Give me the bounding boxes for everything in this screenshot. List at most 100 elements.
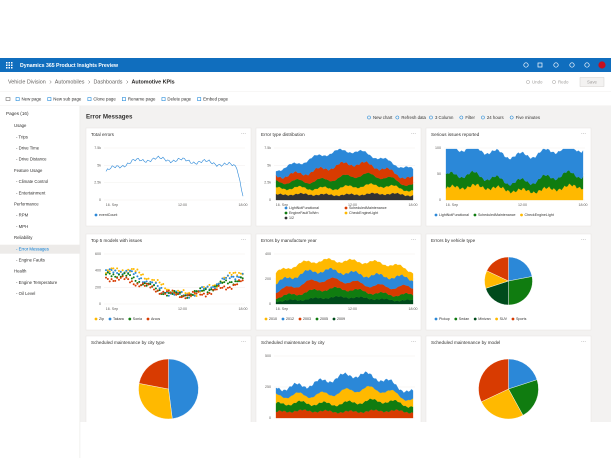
chart-card[interactable]: Scheduled maintenance by city type ⋯ [85, 335, 252, 429]
legend-item[interactable]: CheckEngineLight [349, 211, 378, 215]
nav-item[interactable]: Feature Usage [14, 168, 43, 173]
tool-button[interactable]: Refresh data [401, 115, 426, 120]
scatter-dot [199, 293, 202, 296]
legend-item[interactable]: LightNotFunctional [289, 206, 319, 210]
breadcrumb-item[interactable]: Automotive KPIs [132, 79, 175, 85]
scatter-dot [145, 280, 148, 283]
top-icons[interactable] [523, 62, 590, 68]
chart-card[interactable]: Errors by vehicle type ⋯ Pickup Sedan Miniva… [425, 233, 592, 331]
nav-item[interactable]: - Entertainment [16, 190, 46, 195]
legend-item[interactable]: Sedan [459, 317, 469, 321]
tool-button[interactable]: Five minutes [516, 115, 540, 120]
nav-item[interactable]: - Climate Control [16, 179, 48, 184]
chart-card[interactable]: Serious issues reported ⋯ 100 50 0 16. Sep 12:… [425, 127, 592, 227]
nav-item[interactable]: - RPM [16, 213, 29, 218]
legend-item[interactable]: 1/2 [289, 216, 294, 220]
legend-item[interactable]: 2009 [337, 317, 345, 321]
breadcrumb-item[interactable]: Vehicle Division [8, 79, 46, 85]
nav-item[interactable]: - Drive Distance [16, 157, 47, 162]
command[interactable]: New page [22, 96, 42, 101]
legend-item[interactable]: 2010 [269, 317, 277, 321]
command[interactable]: Embed page [203, 96, 228, 101]
legend-item[interactable]: 2005 [320, 317, 328, 321]
avatar[interactable] [598, 61, 606, 69]
nav-item[interactable]: Health [14, 269, 27, 274]
command[interactable]: Rename page [128, 96, 156, 101]
legend-item[interactable]: LightNotFunctional [439, 213, 469, 217]
redo-button[interactable]: Redo [558, 79, 569, 84]
nav-item[interactable]: - Oil Level [16, 291, 35, 296]
scatter-dot [134, 271, 137, 274]
scatter-dot [204, 288, 207, 291]
legend-item[interactable]: Takara [113, 317, 124, 321]
scatter-dot [132, 276, 135, 279]
legend-item[interactable]: Zip [99, 317, 104, 321]
command-icon [122, 97, 126, 101]
nav-pane [0, 106, 80, 458]
tool-button[interactable]: 24 hours [487, 115, 504, 120]
chart-card[interactable]: Error type distribution ⋯ 7.5k 5k 2.5k 0 16. S… [255, 127, 422, 227]
nav-item[interactable]: - Engine Temperature [16, 280, 58, 285]
tool-button[interactable]: 3 Column [435, 115, 454, 120]
chart-card[interactable]: Errors by manufacture year ⋯ 400 200 0 16. Se… [255, 233, 422, 331]
legend-item[interactable]: CheckEngineLight [525, 213, 554, 217]
tool-icon [509, 115, 514, 120]
chart-card[interactable]: Top 5 models with issues ⋯ 600 400 200 0 16. S… [85, 233, 252, 331]
nav-item[interactable]: - Engine Faults [16, 258, 45, 263]
nav-item[interactable]: Usage [14, 123, 27, 128]
nav-item[interactable]: - Trips [16, 134, 28, 139]
scatter-dot [212, 288, 215, 291]
tool-button[interactable]: Filter [465, 115, 475, 120]
scatter-dot [228, 277, 231, 280]
y-tick-label: 5k [267, 163, 271, 167]
legend-item[interactable]: Pickup [439, 317, 450, 321]
legend-item[interactable]: EngineFaultToWrn [289, 211, 319, 215]
legend-swatch [284, 216, 288, 220]
tool-button[interactable]: New chart [373, 115, 393, 120]
save-box[interactable] [579, 77, 605, 87]
legend-item[interactable]: Arcos [151, 317, 160, 321]
scatter-dot [210, 286, 213, 289]
scatter-dot [225, 279, 228, 282]
nav-item[interactable]: - MPH [16, 224, 28, 229]
legend-item[interactable]: eventCount [99, 213, 117, 217]
legend-swatch [284, 211, 288, 215]
nav-item[interactable]: - Drive Time [16, 146, 40, 151]
scatter-dot [127, 268, 130, 271]
x-tick-label: 12:00 [348, 307, 357, 311]
scatter-dot [221, 286, 224, 289]
save-button[interactable]: Save [587, 79, 598, 84]
scatter-dot [127, 272, 130, 275]
legend-item[interactable]: 2003 [303, 317, 311, 321]
command[interactable]: New sub page [53, 96, 82, 101]
legend-item[interactable]: Sonia [133, 317, 142, 321]
legend-item[interactable]: Minivan [478, 317, 490, 321]
legend-item[interactable]: ScheduledMaintenance [349, 206, 387, 210]
chart-card[interactable]: Scheduled maintenance by city ⋯ 500 250 0 [255, 335, 422, 429]
scatter-dot [136, 275, 139, 278]
command[interactable]: Delete page [167, 96, 191, 101]
chart-card[interactable]: Total errors ⋯ 7.5k 5k 2.5k 0 16. Sep 12:00 18:0… [85, 127, 252, 227]
breadcrumb-item[interactable]: Automobiles [55, 79, 85, 85]
command-icon [15, 97, 20, 101]
x-tick-label: 16. Sep [106, 203, 118, 207]
command[interactable]: Clone page [93, 96, 116, 101]
legend-swatch [473, 213, 477, 217]
legend-item[interactable]: Sports [516, 317, 527, 321]
legend-item[interactable]: ScheduledMaintenance [478, 213, 516, 217]
nav-header[interactable]: Pages (16) [6, 111, 29, 116]
scatter-dot [136, 282, 139, 285]
waffle-icon[interactable] [6, 62, 13, 69]
breadcrumb-item[interactable]: Dashboards [93, 79, 122, 85]
scatter-dot [175, 291, 178, 294]
scatter-dot [201, 286, 204, 289]
scatter-dot [230, 281, 233, 284]
legend-item[interactable]: 2012 [286, 317, 294, 321]
legend-item[interactable]: SUV [500, 317, 508, 321]
nav-item[interactable]: Reliability [14, 235, 33, 240]
pie-slice [481, 388, 524, 420]
nav-item[interactable]: Performance [14, 202, 39, 207]
chart-card[interactable]: Scheduled maintenance by model ⋯ [425, 335, 592, 429]
nav-item[interactable]: - Error Messages [16, 246, 49, 251]
undo-button[interactable]: Undo [532, 79, 543, 84]
